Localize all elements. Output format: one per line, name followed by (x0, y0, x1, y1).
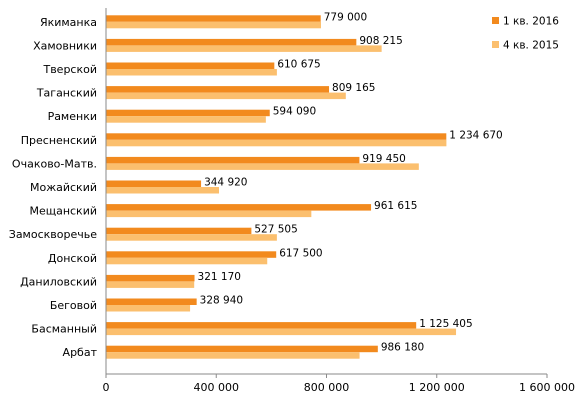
legend-swatch-series-1 (492, 17, 499, 24)
category-label-11: Донской (48, 252, 97, 265)
x-tick-label-3: 800 000 (304, 381, 350, 394)
bar-series-2-3 (106, 69, 277, 76)
bar-series-1-9 (106, 204, 372, 211)
bar-series-1-4 (106, 86, 330, 93)
category-label-10: Замоскворечье (9, 228, 97, 241)
bar-series-1-8 (106, 180, 202, 187)
bar-series-1-1 (106, 15, 321, 22)
data-label-9: 961 615 (374, 200, 417, 212)
bar-series-1-5 (106, 109, 270, 117)
category-label-7: Очаково-Матв. (12, 157, 97, 170)
data-label-2: 908 215 (359, 35, 402, 47)
category-label-15: Арбат (63, 346, 98, 359)
legend-label-series-2: 4 кв. 2015 (503, 40, 559, 52)
category-label-14: Басманный (31, 323, 97, 336)
category-label-9: Мещанский (29, 205, 97, 218)
bar-series-1-14 (106, 322, 417, 329)
data-label-5: 594 090 (273, 106, 316, 118)
category-label-13: Беговой (50, 299, 97, 312)
bar-series-1-15 (106, 345, 378, 353)
bar-series-2-12 (106, 281, 195, 288)
category-label-5: Раменки (48, 110, 97, 123)
data-label-8: 344 920 (204, 177, 247, 189)
bar-series-2-10 (106, 234, 277, 241)
category-label-4: Таганский (36, 87, 97, 100)
category-label-1: Якиманка (40, 16, 97, 29)
data-label-13: 328 940 (200, 295, 243, 307)
data-label-4: 809 165 (332, 82, 375, 94)
bar-series-2-11 (106, 257, 268, 265)
bar-series-1-13 (106, 298, 197, 305)
data-label-12: 321 170 (198, 271, 241, 283)
category-label-3: Тверской (42, 63, 97, 76)
legend: 1 кв. 2016 4 кв. 2015 (492, 16, 559, 52)
data-label-1: 779 000 (324, 11, 367, 23)
bar-series-1-2 (106, 38, 357, 46)
category-label-8: Можайский (30, 181, 97, 194)
bar-series-1-11 (106, 251, 277, 258)
bar-series-2-9 (106, 210, 312, 218)
bar-series-1-12 (106, 274, 195, 282)
bar-series-1-10 (106, 227, 252, 235)
data-label-3: 610 675 (277, 59, 320, 71)
x-tick-label-2: 400 000 (194, 381, 240, 394)
data-label-14: 1 125 405 (419, 318, 472, 330)
data-label-10: 527 505 (254, 224, 297, 236)
bar-series-1-6 (106, 133, 447, 140)
bar-series-2-8 (106, 187, 220, 194)
legend-swatch-series-2 (492, 41, 499, 48)
category-label-12: Даниловский (20, 275, 97, 288)
bar-series-2-6 (106, 139, 447, 147)
data-label-6: 1 234 670 (449, 129, 502, 141)
data-label-7: 919 450 (362, 153, 405, 165)
bar-series-2-1 (106, 21, 321, 29)
bar-series-1-3 (106, 62, 275, 69)
data-label-11: 617 500 (279, 247, 322, 259)
bar-series-2-13 (106, 305, 191, 312)
bar-series-2-15 (106, 352, 360, 359)
x-tick-label-4: 1 200 000 (409, 381, 465, 394)
x-tick-label-5: 1 600 000 (519, 381, 575, 394)
category-label-2: Хамовники (33, 39, 97, 52)
bar-series-2-2 (106, 45, 382, 52)
bar-series-2-7 (106, 163, 419, 170)
bar-series-1-7 (106, 156, 360, 164)
legend-label-series-1: 1 кв. 2016 (503, 16, 559, 28)
bar-series-2-4 (106, 92, 346, 100)
data-label-15: 986 180 (381, 342, 424, 354)
bar-series-2-14 (106, 328, 457, 336)
bar-series-2-5 (106, 116, 266, 123)
category-label-6: Пресненский (21, 134, 97, 147)
x-tick-label-1: 0 (103, 381, 110, 394)
